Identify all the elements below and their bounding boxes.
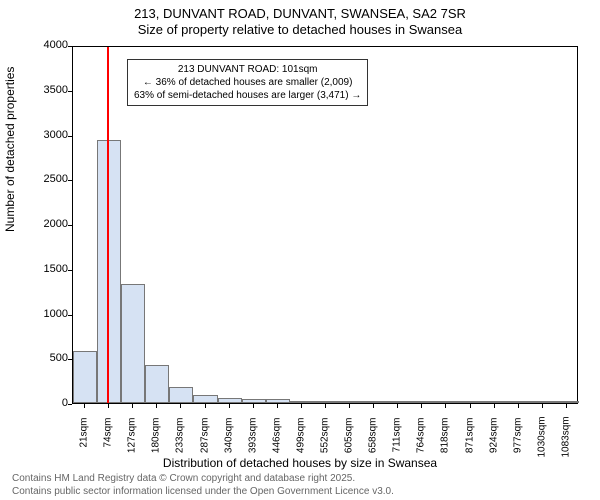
y-tick-mark [68,270,72,271]
x-tick-label: 180sqm [151,418,162,458]
plot-area: 213 DUNVANT ROAD: 101sqm ← 36% of detach… [72,46,578,404]
x-tick-mark [229,404,230,408]
x-tick-mark [180,404,181,408]
histogram-bar [362,401,386,403]
x-tick-label: 446sqm [271,418,282,458]
y-tick-mark [68,46,72,47]
x-tick-label: 871sqm [464,418,475,458]
histogram-bar [338,401,362,403]
y-tick-label: 1000 [44,308,68,320]
x-tick-label: 764sqm [416,418,427,458]
property-marker-line [107,47,109,403]
histogram-bar [145,365,169,403]
x-tick-mark [132,404,133,408]
y-tick-mark [68,404,72,405]
y-tick-label: 4000 [44,39,68,51]
x-tick-mark [84,404,85,408]
y-axis-label: Number of detached properties [3,67,17,232]
histogram-bar [193,395,217,403]
x-tick-mark [542,404,543,408]
histogram-bar [169,387,193,403]
histogram-bar [73,351,97,403]
histogram-bar [266,399,290,403]
x-tick-mark [373,404,374,408]
y-tick-label: 2000 [44,218,68,230]
x-tick-mark [397,404,398,408]
x-tick-mark [445,404,446,408]
histogram-bar [507,401,531,403]
x-tick-label: 127sqm [127,418,138,458]
x-tick-label: 1030sqm [536,418,547,458]
histogram-bar [121,284,145,403]
x-axis-label: Distribution of detached houses by size … [0,456,600,470]
y-tick-mark [68,180,72,181]
x-tick-mark [301,404,302,408]
y-tick-mark [68,225,72,226]
y-tick-label: 1500 [44,263,68,275]
x-tick-label: 977sqm [512,418,523,458]
x-tick-mark [277,404,278,408]
x-tick-label: 499sqm [295,418,306,458]
histogram-bar [386,401,410,403]
histogram-bar [410,401,434,403]
x-tick-label: 924sqm [488,418,499,458]
x-tick-label: 340sqm [223,418,234,458]
y-tick-mark [68,359,72,360]
y-tick-mark [68,136,72,137]
x-tick-mark [494,404,495,408]
x-tick-mark [108,404,109,408]
histogram-bar [290,401,314,404]
histogram-bar [314,401,338,403]
histogram-bar [242,399,266,403]
chart-title-line1: 213, DUNVANT ROAD, DUNVANT, SWANSEA, SA2… [0,6,600,21]
x-tick-label: 658sqm [368,418,379,458]
footer-line1: Contains HM Land Registry data © Crown c… [12,472,394,485]
x-tick-mark [349,404,350,408]
histogram-bar [555,401,579,403]
footer-attribution: Contains HM Land Registry data © Crown c… [12,472,394,498]
x-tick-mark [253,404,254,408]
annotation-line1: 213 DUNVANT ROAD: 101sqm [134,63,361,76]
x-tick-label: 711sqm [392,418,403,458]
annotation-line3: 63% of semi-detached houses are larger (… [134,89,361,102]
y-tick-mark [68,91,72,92]
histogram-bar [434,401,458,403]
histogram-bar [531,401,555,403]
annotation-box: 213 DUNVANT ROAD: 101sqm ← 36% of detach… [127,59,368,106]
annotation-line2: ← 36% of detached houses are smaller (2,… [134,76,361,89]
x-tick-mark [470,404,471,408]
x-tick-mark [421,404,422,408]
y-tick-label: 500 [50,352,68,364]
footer-line2: Contains public sector information licen… [12,485,394,498]
x-tick-label: 818sqm [440,418,451,458]
y-tick-label: 0 [62,397,68,409]
x-tick-label: 74sqm [103,418,114,458]
x-tick-label: 393sqm [247,418,258,458]
x-tick-mark [325,404,326,408]
x-tick-label: 233sqm [175,418,186,458]
chart-title-line2: Size of property relative to detached ho… [0,22,600,37]
y-tick-label: 2500 [44,173,68,185]
histogram-bar [459,401,483,403]
x-tick-mark [566,404,567,408]
x-tick-label: 287sqm [199,418,210,458]
x-tick-label: 21sqm [79,418,90,458]
x-tick-label: 552sqm [320,418,331,458]
x-tick-mark [205,404,206,408]
y-tick-mark [68,315,72,316]
x-tick-label: 1083sqm [560,418,571,458]
y-tick-label: 3000 [44,129,68,141]
y-tick-label: 3500 [44,84,68,96]
histogram-bar [218,398,242,403]
x-tick-mark [156,404,157,408]
histogram-bar [483,401,507,403]
x-tick-mark [518,404,519,408]
x-tick-label: 605sqm [344,418,355,458]
